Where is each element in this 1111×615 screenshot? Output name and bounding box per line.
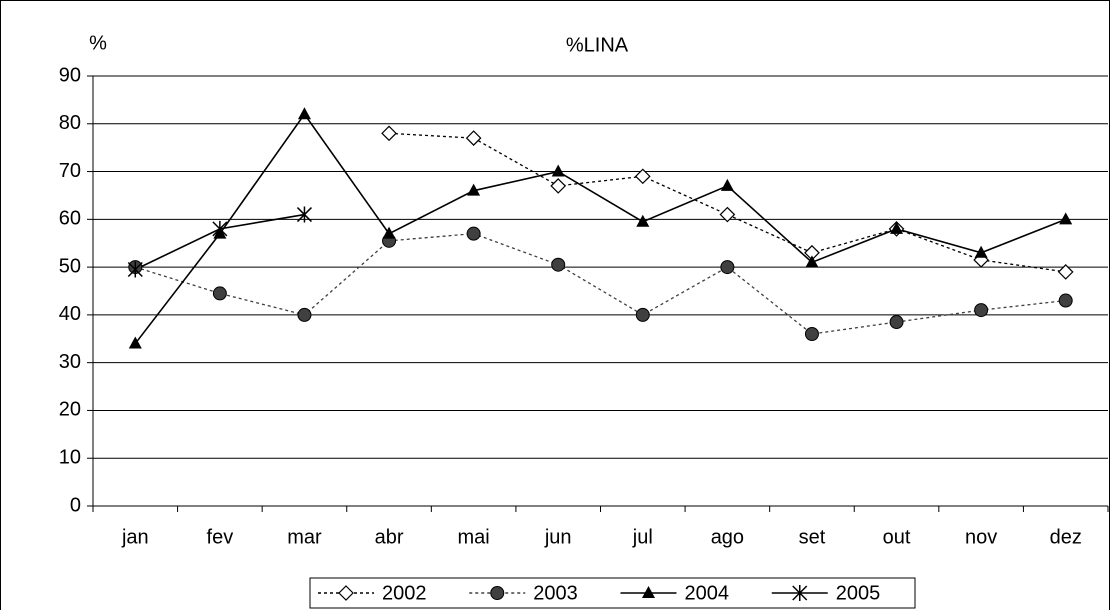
- marker: [382, 226, 396, 239]
- marker: [974, 303, 989, 318]
- x-tick-label: jan: [121, 526, 149, 548]
- x-tick-label: abr: [375, 526, 404, 548]
- x-tick-label: dez: [1050, 526, 1082, 548]
- marker: [804, 327, 819, 341]
- series-line: [135, 233, 1066, 335]
- marker: [297, 107, 311, 120]
- y-tick-label: 40: [59, 303, 81, 325]
- y-tick-label: 10: [59, 447, 81, 469]
- y-axis-label: %: [89, 32, 107, 54]
- marker: [296, 206, 312, 223]
- y-tick-label: 50: [59, 255, 81, 277]
- marker: [467, 183, 481, 196]
- marker: [465, 130, 482, 146]
- marker: [212, 286, 227, 301]
- y-tick-label: 60: [59, 208, 81, 230]
- y-tick-label: 80: [59, 112, 81, 134]
- marker: [720, 178, 734, 191]
- marker: [1058, 293, 1073, 308]
- x-tick-label: jun: [544, 526, 572, 548]
- marker: [889, 315, 904, 330]
- series-line: [134, 112, 1067, 345]
- marker: [551, 164, 565, 177]
- marker: [890, 221, 904, 234]
- x-tick-label: nov: [965, 526, 997, 548]
- y-tick-label: 30: [59, 351, 81, 373]
- legend-marker: [490, 586, 505, 600]
- x-tick-label: jul: [632, 526, 653, 548]
- marker: [466, 226, 481, 241]
- y-tick-label: 20: [59, 399, 81, 421]
- x-tick-label: out: [883, 526, 911, 548]
- marker: [720, 260, 735, 275]
- marker: [636, 214, 650, 227]
- series-line: [389, 132, 1066, 273]
- marker: [974, 245, 988, 258]
- marker: [551, 257, 566, 272]
- marker: [297, 307, 312, 322]
- marker: [1059, 212, 1073, 225]
- x-tick-label: ago: [711, 526, 744, 548]
- legend-label: 2002: [382, 582, 427, 604]
- marker: [634, 168, 651, 185]
- y-tick-label: 0: [70, 494, 81, 516]
- chart-title: %LINA: [566, 34, 629, 56]
- legend-marker: [642, 586, 655, 598]
- marker: [719, 206, 736, 223]
- legend-label: 2005: [836, 582, 881, 604]
- legend-label: 2004: [685, 582, 730, 604]
- marker: [212, 220, 228, 237]
- marker: [805, 255, 819, 268]
- marker: [1057, 264, 1074, 280]
- x-tick-label: set: [799, 526, 826, 548]
- marker: [550, 178, 567, 194]
- marker: [128, 336, 142, 349]
- marker: [635, 307, 650, 322]
- marker: [127, 261, 143, 278]
- marker: [381, 125, 397, 142]
- x-tick-label: mar: [287, 526, 322, 548]
- y-tick-label: 70: [59, 160, 81, 182]
- legend-label: 2003: [533, 582, 578, 604]
- legend-marker: [338, 585, 354, 601]
- x-tick-label: fev: [207, 526, 234, 548]
- legend-marker: [792, 585, 808, 601]
- x-tick-label: mai: [458, 526, 490, 548]
- y-tick-label: 90: [59, 64, 81, 86]
